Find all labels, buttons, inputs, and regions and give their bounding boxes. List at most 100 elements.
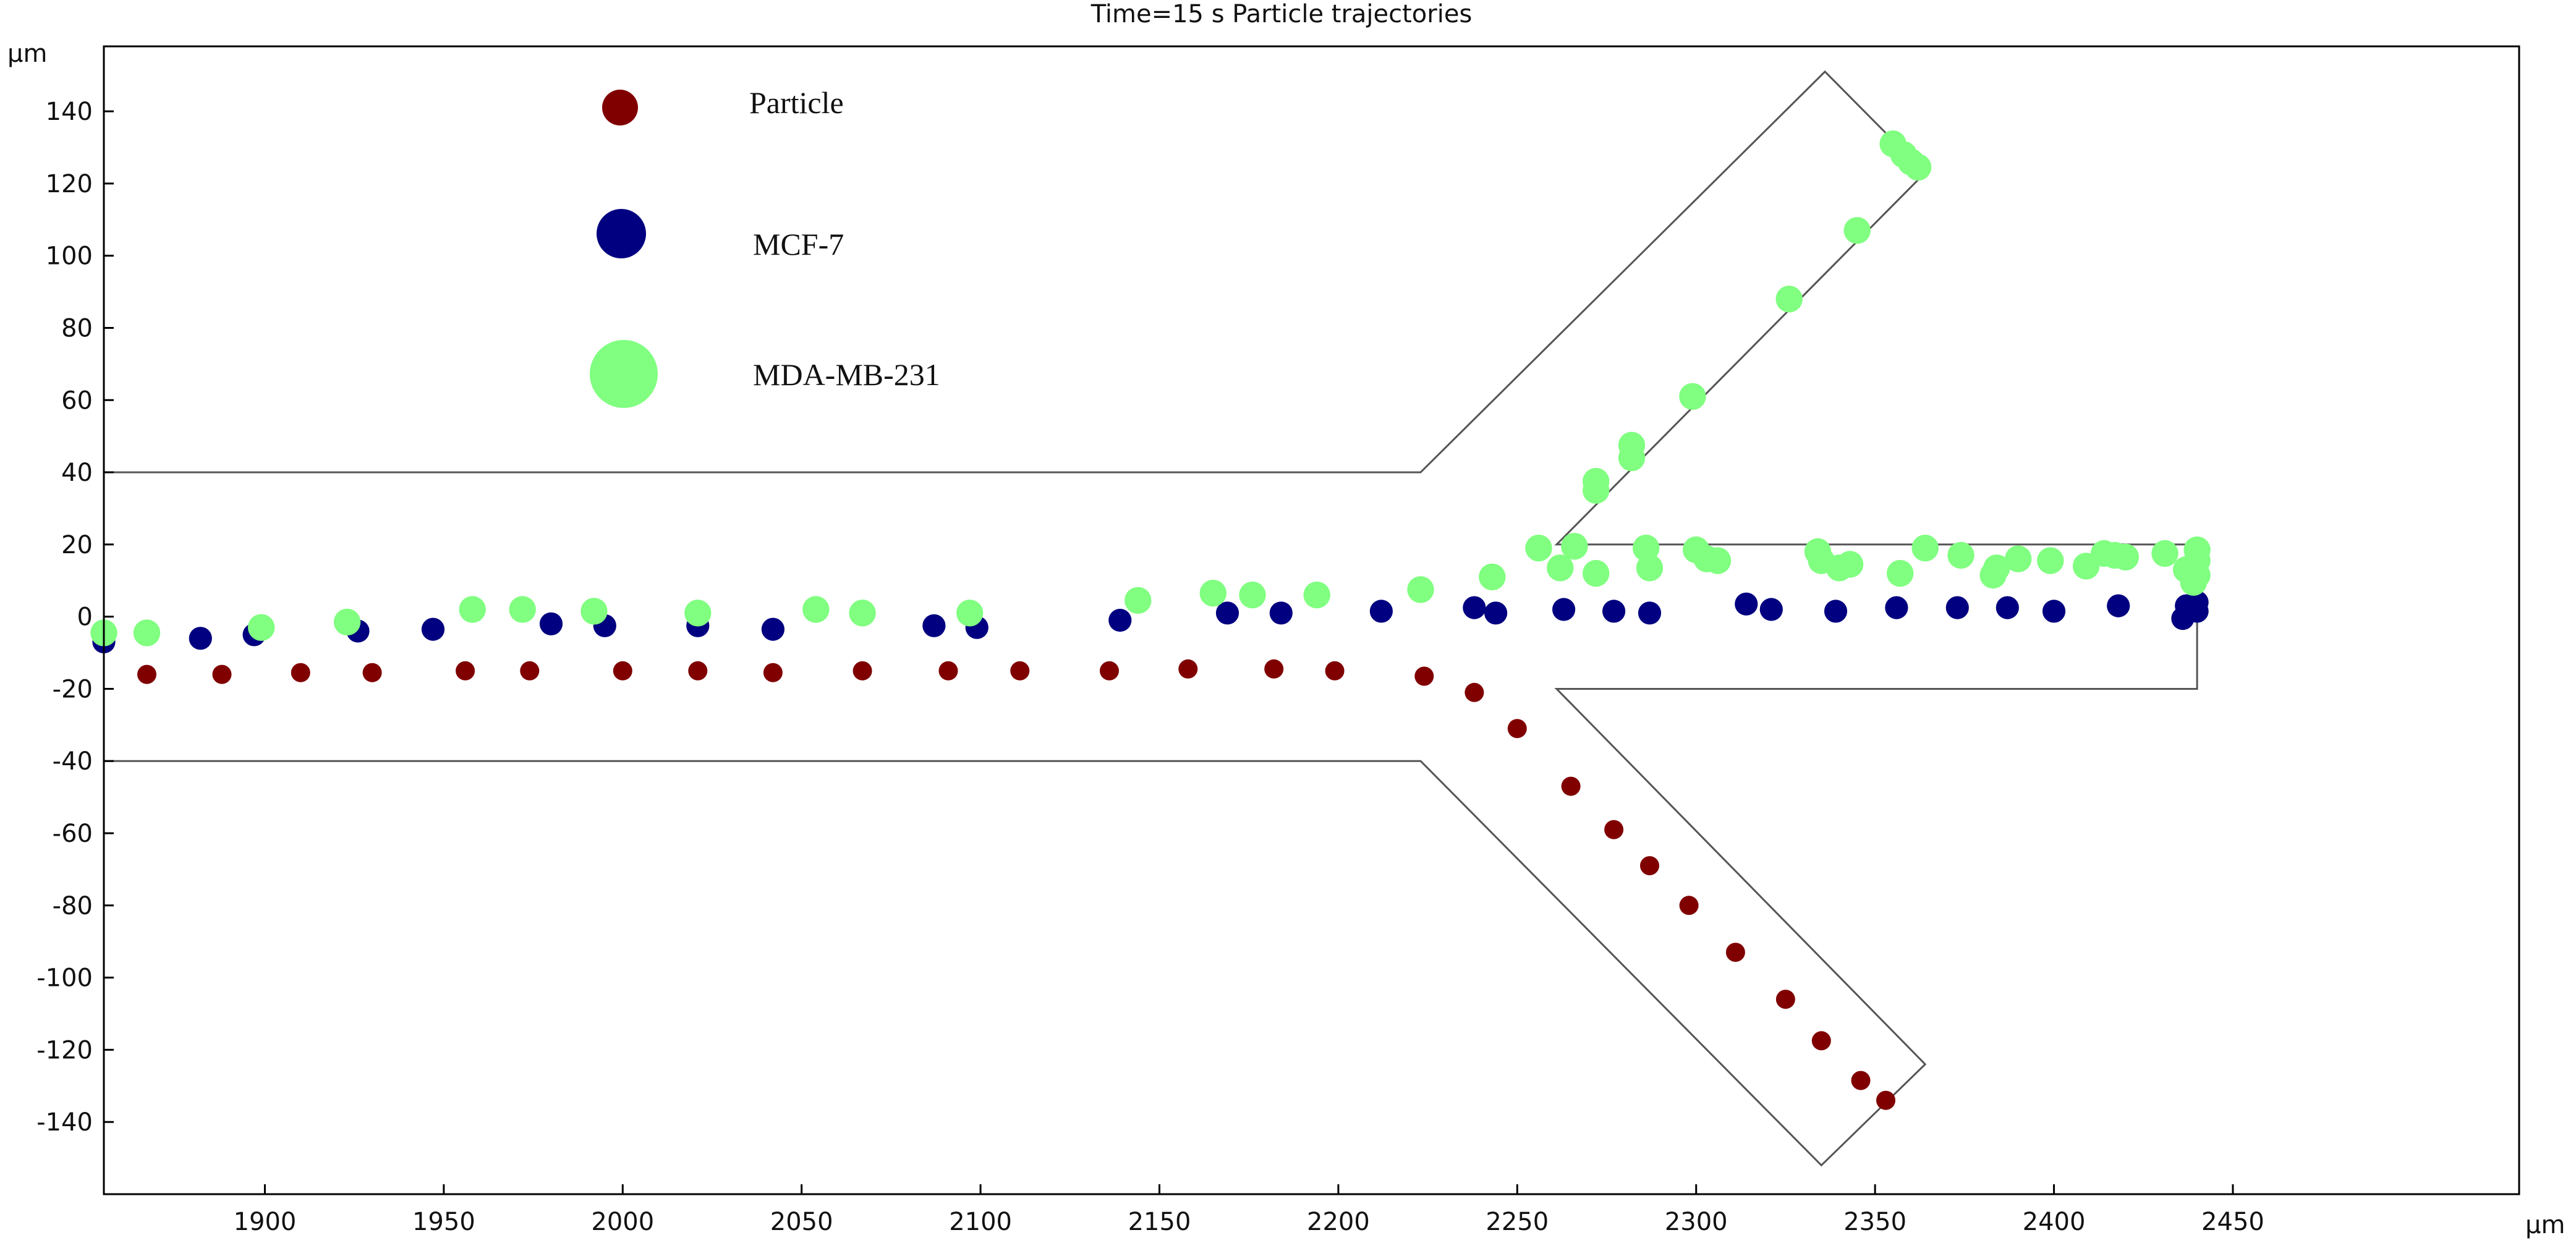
x-tick-label: 2450 [2201,1208,2264,1236]
data-point [1010,661,1030,681]
data-point [1199,580,1227,607]
data-point [539,612,563,635]
data-point [1704,547,1732,574]
y-axis-unit: μm [7,40,47,68]
data-point [1679,383,1706,410]
plot-frame [103,45,2520,1195]
data-point [189,627,212,650]
data-point [1561,533,1588,560]
y-tick-label: 0 [77,603,93,632]
data-point [1759,598,1783,621]
data-point [2107,594,2130,617]
data-point [212,664,232,684]
data-point [133,619,161,647]
x-tick-label: 2350 [1843,1208,1906,1236]
x-tick-label: 2050 [770,1208,833,1236]
data-point [291,663,310,682]
data-point [2037,547,2064,574]
data-point [1640,856,1659,876]
data-point [137,664,156,684]
data-point [1583,559,1610,587]
x-tick-label: 2200 [1307,1208,1370,1236]
data-point [938,661,958,681]
data-point [849,600,876,627]
x-axis-unit: μm [2525,1211,2565,1239]
data-point [2042,600,2066,623]
data-point [1463,596,1486,619]
data-point [1983,554,2010,582]
y-tick-label: 120 [46,170,93,198]
legend-particle-marker [602,90,638,125]
data-point [1843,217,1871,244]
data-point [1552,598,1576,621]
y-tick-label: -140 [36,1108,93,1137]
data-point [1775,990,1795,1009]
data-point [1325,661,1345,681]
x-tick-label: 1900 [234,1208,297,1236]
data-point [520,661,540,681]
data-point [1885,596,1908,619]
y-tick-label: -60 [53,820,93,848]
y-tick-label: -40 [53,747,93,776]
axis-ticks: 1900 1950 2000 2050 2100 2150 2200 2250 2300 2350… [36,98,2264,1236]
data-point [1638,601,1662,625]
data-point [1851,1071,1871,1090]
x-tick-label: 1950 [412,1208,475,1236]
legend: Particle MCF-7 MDA-MB-231 [590,85,940,408]
chart-title: Time=15 s Particle trajectories [1090,0,1473,28]
channel-outline [104,70,2198,1167]
data-point [1836,551,1864,578]
data-points [90,130,2211,1110]
legend-mda-label: MDA-MB-231 [753,357,940,392]
data-point [688,661,708,681]
x-tick-label: 2150 [1128,1208,1191,1236]
data-point [1124,587,1152,614]
data-point [763,663,783,682]
series-2 [90,130,2211,647]
data-point [1679,896,1699,915]
x-tick-label: 2100 [949,1208,1012,1236]
data-point [580,598,608,625]
data-point [1239,581,1266,609]
data-point [1824,600,1848,623]
data-point [684,600,712,627]
data-point [1108,608,1132,632]
legend-particle-label: Particle [749,85,844,120]
data-point [1369,600,1393,623]
data-point [1479,563,1506,591]
data-point [1604,820,1624,839]
data-point [1303,581,1330,609]
y-tick-label: 40 [61,459,93,487]
data-point [1911,535,1939,562]
data-point [1876,1090,1895,1110]
y-tick-label: 140 [46,98,93,126]
data-point [1735,592,1758,616]
y-tick-label: 20 [61,531,93,559]
data-point [456,661,475,681]
series-0 [137,659,1895,1110]
data-point [1887,559,1914,587]
data-point [1996,596,2019,619]
channel-wall-0 [104,70,2198,1167]
data-point [1583,468,1610,495]
data-point [1100,661,1119,681]
data-point [1633,535,1660,562]
data-point [2185,590,2209,614]
data-point [1178,659,1198,679]
data-point [1407,576,1434,603]
data-point [922,614,946,637]
y-tick-label: -100 [36,964,93,993]
data-point [1775,286,1803,313]
data-point [1507,719,1527,739]
legend-mcf7-marker [597,209,646,258]
data-point [1904,153,1932,181]
data-point [509,596,536,623]
data-point [1484,601,1508,625]
data-point [1269,601,1293,625]
data-point [852,661,872,681]
y-tick-label: 60 [61,386,93,415]
data-point [333,608,361,636]
legend-mcf7-label: MCF-7 [753,227,844,261]
x-tick-label: 2400 [2023,1208,2086,1236]
